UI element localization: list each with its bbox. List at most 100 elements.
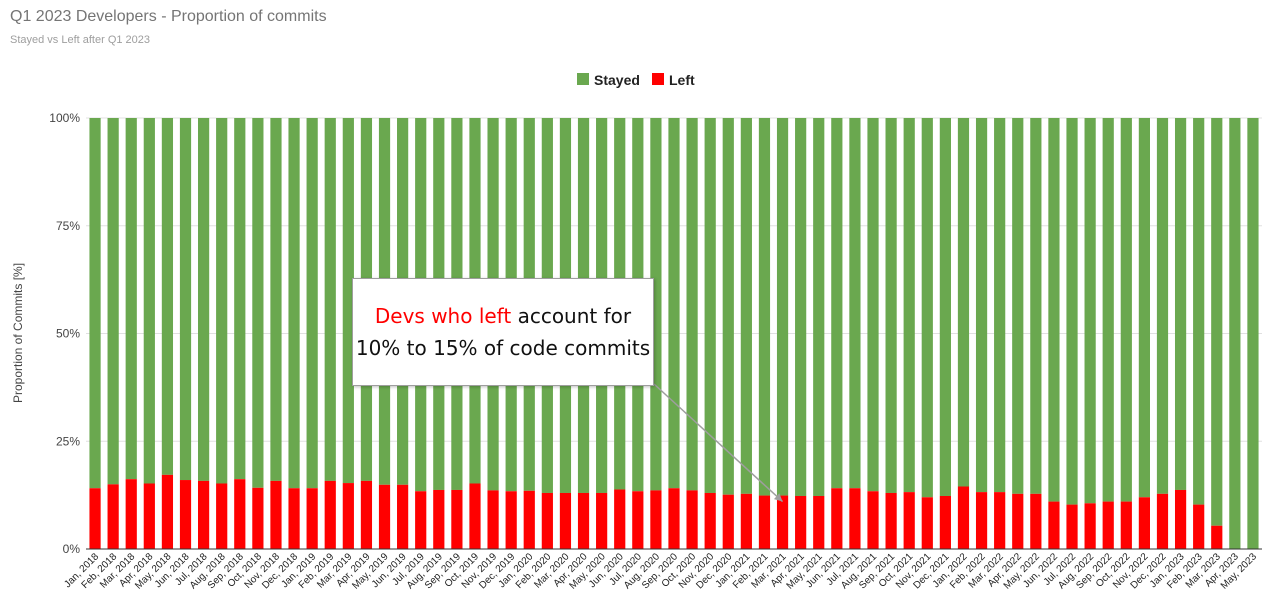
- bar-left: [415, 491, 427, 549]
- bar-stayed: [704, 118, 716, 493]
- bar-stayed: [234, 118, 246, 480]
- bar-left: [89, 488, 101, 549]
- bar-left: [505, 491, 517, 549]
- annotation-line-1-rest: account for: [511, 304, 632, 328]
- legend-label-left: Left: [669, 72, 695, 88]
- bar-left: [758, 495, 771, 549]
- bar-stayed: [939, 118, 951, 496]
- bar-stayed: [1193, 118, 1205, 505]
- bar-stayed: [161, 118, 174, 475]
- bar-stayed: [903, 118, 915, 493]
- bar-stayed: [1229, 118, 1241, 549]
- bar-left: [523, 490, 535, 549]
- annotation-line-2: 10% to 15% of code commits: [355, 336, 651, 360]
- bar-stayed: [1211, 118, 1223, 526]
- bar-stayed: [1066, 118, 1078, 505]
- bar-left: [107, 484, 119, 549]
- bar-left: [650, 490, 662, 549]
- bar-stayed: [1247, 118, 1259, 549]
- bar-left: [957, 486, 970, 549]
- bar-left: [795, 495, 807, 549]
- bar-stayed: [89, 118, 101, 489]
- bar-left: [939, 495, 951, 549]
- bar-left: [722, 494, 734, 549]
- bar-stayed: [1048, 118, 1060, 502]
- chart-subtitle: Stayed vs Left after Q1 2023: [10, 34, 151, 46]
- bar-stayed: [179, 118, 192, 481]
- bar-stayed: [1030, 118, 1042, 494]
- bar-left: [903, 492, 915, 549]
- bar-stayed: [758, 118, 771, 496]
- bar-stayed: [252, 118, 264, 488]
- bar-stayed: [885, 118, 897, 493]
- bar-left: [921, 497, 933, 549]
- bar-stayed: [650, 118, 662, 491]
- bar-stayed: [921, 118, 933, 498]
- legend-label-stayed: Stayed: [594, 72, 640, 88]
- bar-left: [1120, 501, 1132, 549]
- bar-left: [306, 488, 318, 549]
- bar-left: [1156, 493, 1169, 549]
- bar-stayed: [686, 118, 698, 491]
- bar-left: [704, 492, 716, 549]
- bar-left: [975, 492, 988, 549]
- bar-left: [541, 492, 553, 549]
- legend: Stayed Left: [577, 72, 695, 88]
- bar-left: [686, 490, 698, 549]
- annotation-callout: Devs who left account for 10% to 15% of …: [352, 278, 654, 386]
- bar-left: [596, 492, 608, 549]
- bar-left: [813, 495, 825, 549]
- bar-left: [179, 480, 192, 549]
- bar-left: [776, 495, 789, 549]
- y-tick-label: 0%: [63, 542, 81, 556]
- bar-left: [433, 489, 445, 549]
- legend-swatch-left: [652, 73, 664, 85]
- bar-stayed: [143, 118, 155, 484]
- bar-left: [451, 489, 463, 549]
- y-tick-label: 75%: [56, 219, 80, 233]
- bar-left: [469, 483, 481, 549]
- bar-stayed: [1174, 118, 1187, 490]
- bar-left: [1211, 525, 1223, 549]
- bar-stayed: [668, 118, 680, 489]
- bar-left: [487, 490, 499, 549]
- legend-swatch-stayed: [577, 73, 589, 85]
- bar-stayed: [722, 118, 734, 495]
- bar-stayed: [107, 118, 119, 485]
- bar-left: [1012, 493, 1024, 549]
- bar-left: [831, 488, 843, 549]
- annotation-line-1: Devs who left account for: [375, 300, 631, 332]
- bar-left: [867, 491, 879, 549]
- bar-left: [1138, 497, 1150, 549]
- annotation-highlight: Devs who left: [374, 304, 512, 328]
- bar-stayed: [867, 118, 879, 492]
- bar-stayed: [849, 118, 861, 489]
- bar-left: [668, 488, 680, 549]
- annotation-arrow: [653, 383, 784, 503]
- bar-left: [198, 480, 210, 549]
- bar-stayed: [1138, 118, 1150, 498]
- bar-stayed: [342, 118, 354, 484]
- bar-left: [1174, 489, 1187, 549]
- bar-left: [1048, 501, 1060, 549]
- bar-left: [342, 483, 354, 549]
- bar-left: [1193, 504, 1205, 549]
- bar-left: [378, 484, 391, 549]
- bar-left: [1102, 501, 1114, 549]
- bar-left: [270, 480, 282, 549]
- bar-left: [740, 493, 752, 549]
- bar-stayed: [975, 118, 988, 493]
- bar-left: [994, 492, 1006, 549]
- chart-title: Q1 2023 Developers - Proportion of commi…: [10, 8, 327, 25]
- bar-stayed: [776, 118, 789, 496]
- bar-left: [324, 480, 336, 549]
- bar-left: [1084, 503, 1096, 549]
- y-tick-label: 25%: [56, 434, 80, 448]
- annotation-arrow-head: [773, 493, 783, 502]
- bar-left: [885, 492, 897, 549]
- bar-stayed: [324, 118, 336, 481]
- bar-left: [234, 479, 246, 549]
- bar-left: [360, 480, 373, 549]
- bar-left: [125, 479, 137, 549]
- bar-left: [288, 488, 300, 549]
